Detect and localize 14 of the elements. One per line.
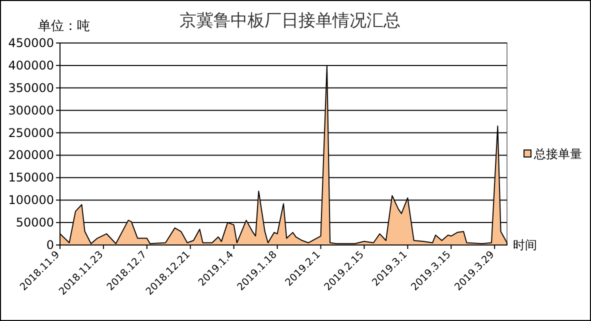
y-tick-label: 50000 — [16, 216, 54, 230]
y-tick-label: 200000 — [8, 148, 54, 162]
y-tick-label: 0 — [46, 238, 54, 252]
x-axis-title: 时间 — [513, 238, 537, 252]
legend-label: 总接单量 — [533, 147, 582, 161]
y-tick-label: 300000 — [8, 103, 54, 118]
y-tick-label: 250000 — [8, 126, 54, 140]
chart-title: 京冀鲁中板厂日接单情况汇总 — [180, 11, 400, 31]
y-tick-label: 400000 — [8, 58, 54, 72]
y-tick-label: 350000 — [8, 80, 54, 95]
y-tick-label: 450000 — [8, 36, 54, 50]
y-tick-label: 150000 — [8, 170, 54, 185]
y-axis-title: 单位：吨 — [38, 19, 90, 34]
y-tick-label: 100000 — [8, 193, 54, 208]
